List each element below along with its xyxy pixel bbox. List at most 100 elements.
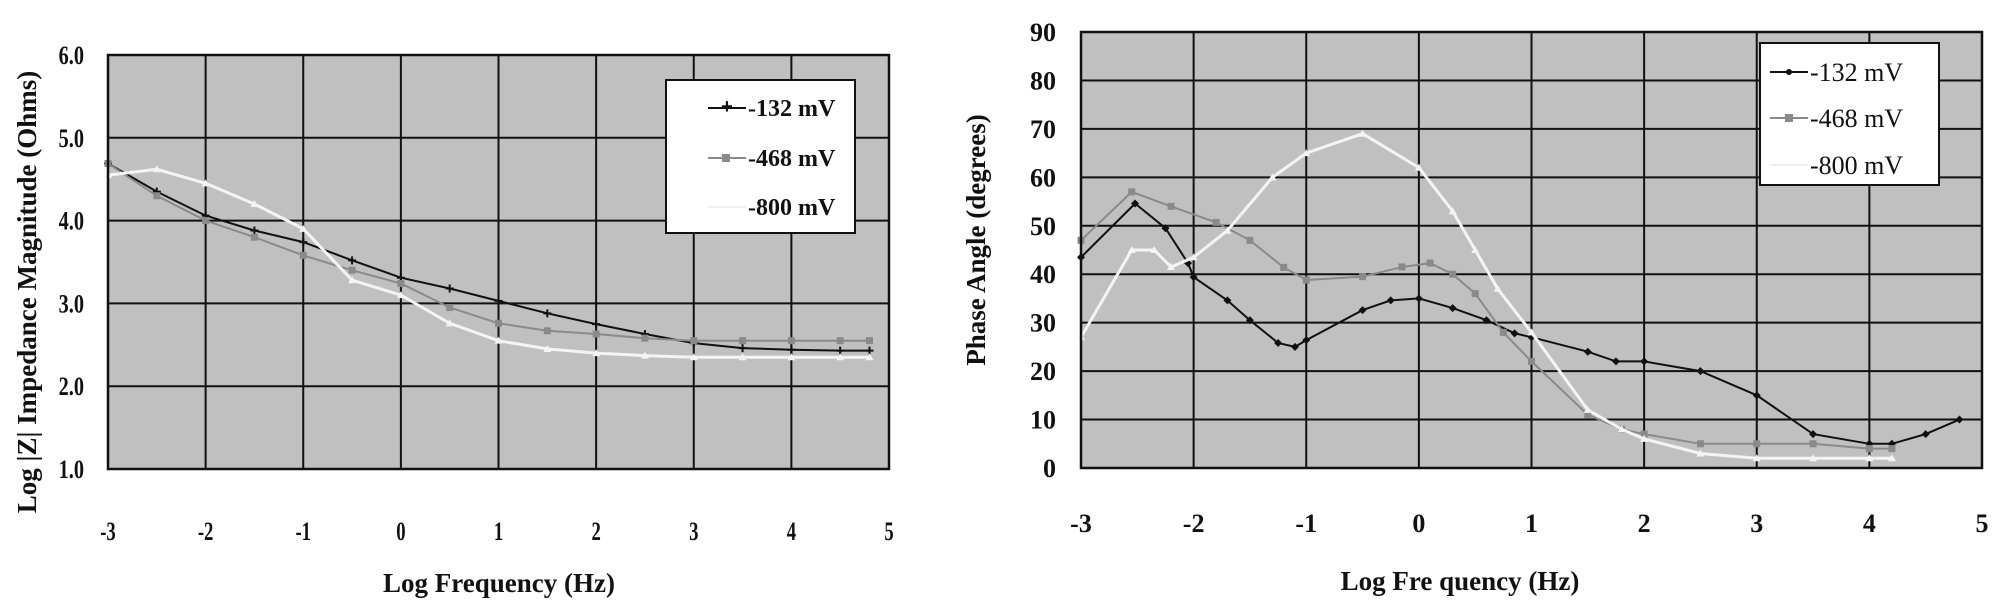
legend-label: -800 mV	[748, 195, 836, 221]
data-point	[1584, 411, 1592, 419]
data-point	[1809, 440, 1817, 448]
x-tick-label: 2	[591, 517, 600, 546]
data-point	[1510, 329, 1519, 338]
data-point	[1189, 273, 1198, 282]
x-tick-label: 4	[1863, 509, 1876, 538]
x-tick-label: 1	[1525, 509, 1538, 538]
data-point	[201, 179, 210, 187]
y-tick-label: 60	[1030, 163, 1056, 192]
y-tick-label: 4.0	[59, 207, 84, 236]
data-point	[202, 217, 210, 225]
data-point	[348, 276, 357, 284]
data-point	[1302, 149, 1311, 157]
data-point	[1127, 246, 1136, 253]
data-point	[1414, 163, 1423, 171]
data-point	[865, 353, 874, 361]
data-point	[1245, 316, 1254, 325]
series-line-468mv	[1080, 190, 1892, 450]
data-point	[592, 330, 600, 338]
data-point	[495, 319, 502, 327]
data-point	[348, 266, 356, 274]
data-point	[738, 353, 747, 361]
data-point	[1449, 270, 1457, 278]
phase-angle-chart: 0 10 20 30 40 50 60 70 80 90 -3 -2 -1 0 1 2 3 4 5 Phase A…	[961, 18, 1989, 596]
data-point	[1128, 188, 1136, 196]
data-point	[1131, 199, 1140, 208]
legend-label: -132 mV	[748, 96, 836, 122]
y-tick-label: 6.0	[59, 42, 84, 71]
data-point	[1752, 454, 1761, 462]
y-axis-title: Log |Z| Impedance Magnitude (Ohms)	[12, 71, 42, 513]
data-point	[153, 192, 161, 200]
data-point	[690, 337, 698, 345]
x-tick-label: -3	[1070, 509, 1092, 538]
x-tick-label: -2	[198, 517, 214, 546]
legend-item-800mv: -800 mV	[1770, 151, 1903, 180]
data-point	[1955, 415, 1964, 424]
x-tick-label: 2	[1638, 509, 1651, 538]
data-point	[1212, 218, 1220, 226]
data-point	[592, 320, 601, 329]
data-series	[104, 159, 874, 361]
data-point	[1921, 430, 1930, 439]
data-point	[494, 296, 503, 305]
data-point	[1753, 440, 1761, 448]
data-point	[250, 200, 259, 208]
y-tick-label: 3.0	[59, 290, 84, 319]
data-point	[1471, 290, 1479, 298]
data-point	[348, 256, 357, 265]
y-axis-ticks: 0 10 20 30 40 50 60 70 80 90	[1030, 18, 1056, 483]
x-tick-label: 5	[884, 517, 893, 546]
x-axis-ticks: -3 -2 -1 0 1 2 3 4 5	[1070, 509, 1988, 538]
legend-label: -800 mV	[1810, 151, 1903, 180]
y-tick-label: 30	[1030, 309, 1056, 338]
data-point	[1167, 202, 1175, 210]
data-point	[1302, 276, 1310, 284]
data-point	[1583, 347, 1592, 356]
y-tick-label: 0	[1043, 454, 1056, 483]
data-point	[1359, 273, 1367, 281]
data-point	[836, 337, 844, 345]
x-tick-label: 1	[494, 517, 503, 546]
y-tick-label: 10	[1030, 406, 1056, 435]
data-point	[1583, 405, 1592, 413]
data-point	[787, 345, 796, 354]
x-tick-label: -3	[100, 517, 116, 546]
legend-item-468mv: -468 mV	[1770, 104, 1903, 133]
data-point	[299, 224, 308, 232]
y-tick-label: 50	[1030, 212, 1056, 241]
data-point	[641, 334, 649, 342]
data-point	[1414, 294, 1423, 303]
data-point	[446, 304, 454, 312]
data-point	[494, 336, 503, 344]
data-point	[1274, 339, 1283, 348]
data-point	[1246, 236, 1254, 244]
y-axis-title: Phase Angle (degrees)	[961, 114, 991, 365]
legend-item-800mv: -800 mV	[708, 195, 836, 221]
data-point	[1150, 246, 1159, 253]
data-point	[1752, 391, 1761, 400]
data-point	[640, 351, 649, 359]
x-tick-label: 3	[1750, 509, 1763, 538]
data-point	[250, 226, 259, 235]
data-point	[787, 353, 796, 361]
data-point	[299, 238, 308, 247]
data-point	[1696, 367, 1705, 376]
data-point	[836, 353, 845, 361]
x-axis-ticks: -3 -2 -1 0 1 2 3 4 5	[100, 517, 893, 546]
x-tick-label: -2	[1183, 509, 1205, 538]
data-point	[1358, 129, 1367, 137]
data-point	[1640, 430, 1648, 438]
data-point	[1887, 454, 1896, 462]
plot-border	[106, 53, 891, 471]
data-point	[1611, 357, 1620, 366]
data-point	[1493, 284, 1502, 292]
data-point	[1426, 259, 1434, 267]
y-tick-label: 70	[1030, 115, 1056, 144]
impedance-magnitude-chart: 1.0 2.0 3.0 4.0 5.0 6.0 -3 -2 -1 0 1 2 3 4 5 Log |Z| …	[12, 42, 894, 598]
data-point	[1640, 357, 1649, 366]
data-point	[1809, 430, 1818, 439]
legend-item-132mv: -132 mV	[1770, 58, 1903, 87]
data-point	[1865, 454, 1874, 462]
data-point	[152, 165, 161, 173]
